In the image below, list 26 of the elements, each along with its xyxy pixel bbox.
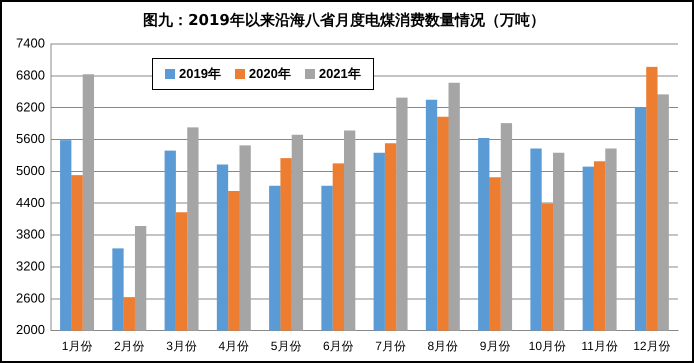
- y-tick-label: 7400: [16, 36, 45, 51]
- x-tick-label: 4月份: [218, 339, 250, 354]
- y-tick-label: 6800: [16, 67, 45, 82]
- x-tick-label: 3月份: [166, 339, 197, 354]
- y-tick-label: 6200: [16, 99, 45, 114]
- x-tick-label: 8月份: [428, 339, 458, 354]
- x-tick-label: 9月份: [480, 339, 510, 354]
- y-tick-label: 2000: [16, 322, 45, 338]
- x-tick-label: 12月份: [633, 339, 671, 354]
- legend-label: 2020年: [248, 65, 291, 83]
- y-tick-label: 4400: [16, 194, 45, 210]
- y-tick-label: 3200: [16, 258, 45, 274]
- legend-label: 2019年: [179, 65, 221, 83]
- x-tick-label: 11月份: [581, 339, 618, 354]
- x-tick-label: 2月份: [114, 339, 145, 354]
- legend-label: 2021年: [318, 65, 361, 83]
- x-tick-label: 6月份: [322, 339, 354, 354]
- y-tick-label: 3800: [16, 226, 45, 242]
- y-tick-label: 5600: [16, 131, 45, 146]
- x-tick-label: 10月份: [528, 339, 566, 354]
- x-tick-label: 7月份: [375, 339, 406, 354]
- y-tick-label: 5000: [16, 162, 45, 178]
- chart-title: 图九：2019年以来沿海八省月度电煤消费数量情况（万吨）: [143, 10, 545, 29]
- y-tick-label: 2600: [16, 290, 45, 306]
- x-tick-label: 1月份: [62, 339, 92, 354]
- x-tick-label: 5月份: [270, 339, 302, 354]
